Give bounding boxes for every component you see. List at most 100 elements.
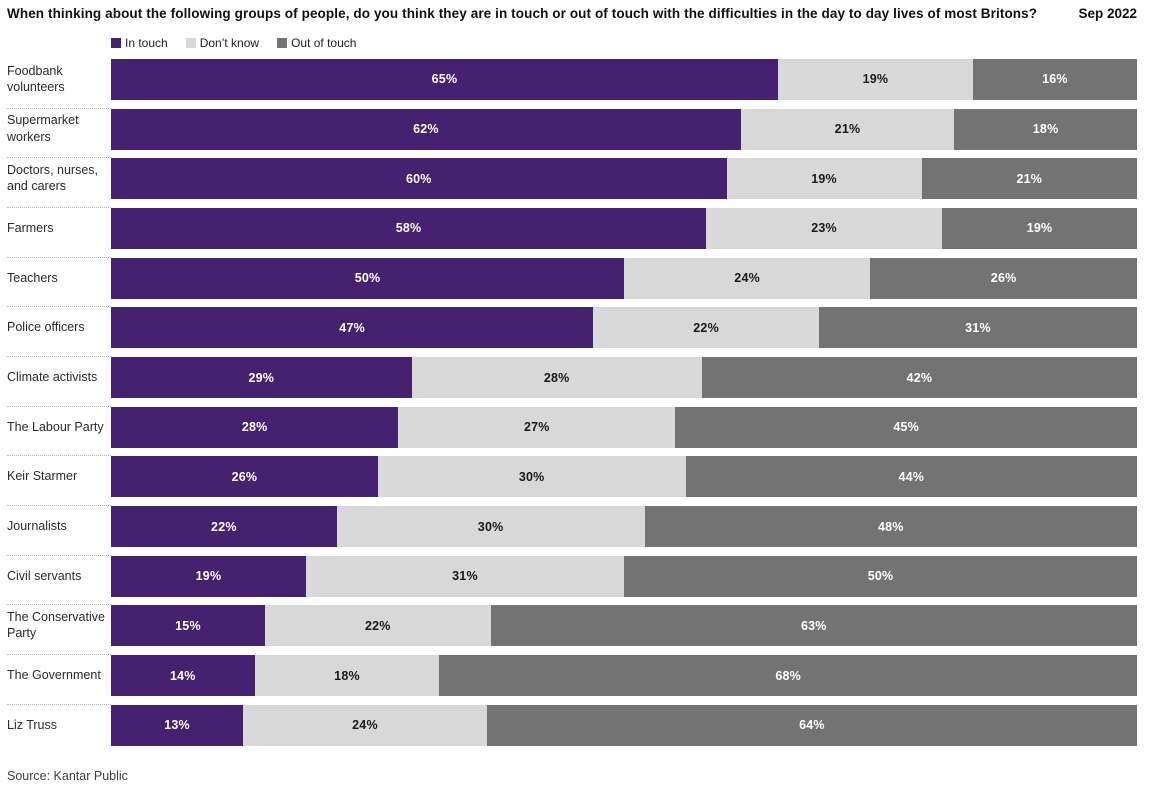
- bar-value-label: 30%: [518, 469, 545, 484]
- bar-segment: 68%: [439, 655, 1138, 697]
- bar-segment: 62%: [111, 108, 741, 150]
- bar-segment: 45%: [675, 406, 1137, 448]
- bar-value-label: 16%: [1042, 72, 1068, 87]
- bar-value-label: 68%: [775, 668, 801, 683]
- bar-segment: 15%: [111, 605, 265, 647]
- bar-segment: 28%: [411, 357, 702, 398]
- bar-value-label: 48%: [877, 519, 904, 534]
- legend-swatch: [277, 37, 288, 48]
- chart-row: Liz Truss 13% 24% 64%: [7, 704, 1137, 755]
- bar-segment: 14%: [111, 655, 255, 697]
- bar-value-label: 42%: [906, 370, 933, 385]
- bar-value-label: 50%: [867, 569, 894, 584]
- legend-label: Out of touch: [291, 35, 357, 50]
- bar-segment: 50%: [111, 257, 624, 299]
- row-bars: 26% 30% 44%: [111, 456, 1137, 498]
- bar-value-label: 19%: [195, 569, 222, 584]
- row-bars: 29% 28% 42%: [111, 357, 1137, 398]
- bar-value-label: 19%: [1026, 221, 1053, 236]
- chart-row: Police officers 47% 22% 31%: [7, 307, 1137, 357]
- bar-segment: 24%: [243, 704, 487, 746]
- bar-segment: 64%: [486, 704, 1137, 746]
- bar-segment: 29%: [111, 357, 412, 398]
- bar-segment: 27%: [398, 406, 676, 448]
- row-bars: 60% 19% 21%: [111, 158, 1137, 200]
- row-label: Supermarket workers: [7, 109, 111, 159]
- bar-value-label: 26%: [990, 271, 1017, 286]
- chart-row: The Conservative Party 15% 22% 63%: [7, 605, 1137, 656]
- bar-value-label: 13%: [164, 718, 190, 733]
- row-bars: 22% 30% 48%: [111, 506, 1137, 548]
- row-label: Foodbank volunteers: [7, 59, 111, 109]
- row-bars: 62% 21% 18%: [111, 108, 1137, 150]
- bar-segment: 47%: [111, 307, 594, 349]
- bar-value-label: 23%: [811, 221, 837, 236]
- legend-item: In touch: [111, 36, 168, 50]
- bar-segment: 58%: [111, 207, 707, 249]
- chart-row: The Government 14% 18% 68%: [7, 655, 1138, 705]
- bar-value-label: 22%: [211, 519, 237, 534]
- row-bars: 15% 22% 63%: [111, 605, 1137, 647]
- bar-segment: 22%: [111, 506, 337, 548]
- row-label: Teachers: [7, 258, 111, 308]
- stacked-bar-chart: Foodbank volunteers 65% 19% 16% Supermarket …: [7, 58, 1138, 755]
- bar-segment: 65%: [111, 58, 778, 100]
- chart-row: Doctors, nurses, and carers 60% 19% 21%: [7, 158, 1137, 208]
- bar-value-label: 31%: [452, 569, 478, 584]
- bar-value-label: 63%: [801, 618, 827, 633]
- bar-value-label: 65%: [431, 72, 458, 87]
- chart-legend: In touch Don’t know Out of touch: [111, 36, 1137, 50]
- bar-segment: 13%: [111, 704, 244, 746]
- bar-segment: 16%: [972, 58, 1137, 100]
- row-label: Journalists: [7, 506, 111, 556]
- bar-value-label: 24%: [734, 271, 760, 286]
- legend-item: Don’t know: [185, 35, 260, 50]
- bar-segment: 18%: [954, 108, 1137, 150]
- bar-segment: 26%: [111, 456, 378, 498]
- bar-value-label: 22%: [364, 618, 391, 633]
- legend-label: Don’t know: [199, 35, 260, 50]
- row-label: The Conservative Party: [7, 605, 111, 656]
- bar-segment: 44%: [685, 456, 1137, 498]
- bar-segment: 63%: [490, 605, 1137, 647]
- row-label: Police officers: [7, 307, 111, 357]
- chart-row: Keir Starmer 26% 30% 44%: [7, 456, 1137, 507]
- bar-segment: 28%: [111, 406, 399, 448]
- row-label: Liz Truss: [7, 718, 58, 733]
- bar-value-label: 24%: [352, 718, 378, 733]
- row-bars: 50% 24% 26%: [111, 257, 1137, 299]
- bar-segment: 31%: [818, 307, 1137, 349]
- bar-value-label: 29%: [248, 370, 275, 385]
- bar-value-label: 27%: [523, 420, 550, 435]
- chart-row: The Labour Party 28% 27% 45%: [7, 406, 1137, 457]
- bar-value-label: 62%: [413, 122, 439, 137]
- bar-value-label: 45%: [893, 420, 919, 435]
- bar-segment: 26%: [870, 257, 1137, 299]
- bar-segment: 42%: [701, 357, 1137, 398]
- bar-value-label: 28%: [241, 420, 268, 435]
- bar-value-label: 31%: [965, 320, 991, 335]
- bar-segment: 30%: [377, 456, 686, 498]
- bar-value-label: 15%: [175, 618, 201, 633]
- bar-segment: 21%: [740, 108, 955, 150]
- bar-value-label: 64%: [799, 718, 825, 733]
- bar-segment: 30%: [336, 506, 645, 548]
- bar-value-label: 21%: [1016, 171, 1043, 186]
- bar-segment: 22%: [264, 605, 491, 647]
- legend-item: Out of touch: [277, 36, 356, 50]
- row-bars: 14% 18% 68%: [111, 655, 1138, 697]
- bar-value-label: 22%: [693, 320, 719, 335]
- row-bars: 65% 19% 16%: [111, 58, 1137, 100]
- source-note: Source: Kantar Public: [7, 768, 128, 783]
- bar-segment: 48%: [644, 506, 1137, 548]
- chart-row: Climate activists 29% 28% 42%: [7, 357, 1137, 407]
- bar-segment: 50%: [624, 555, 1137, 597]
- bar-value-label: 18%: [334, 668, 360, 683]
- bar-value-label: 19%: [811, 171, 837, 186]
- bar-segment: 24%: [624, 257, 871, 299]
- bar-value-label: 60%: [405, 171, 432, 186]
- row-bars: 13% 24% 64%: [111, 704, 1137, 746]
- chart-row: Supermarket workers 62% 21% 18%: [7, 108, 1137, 159]
- bar-segment: 18%: [254, 655, 440, 697]
